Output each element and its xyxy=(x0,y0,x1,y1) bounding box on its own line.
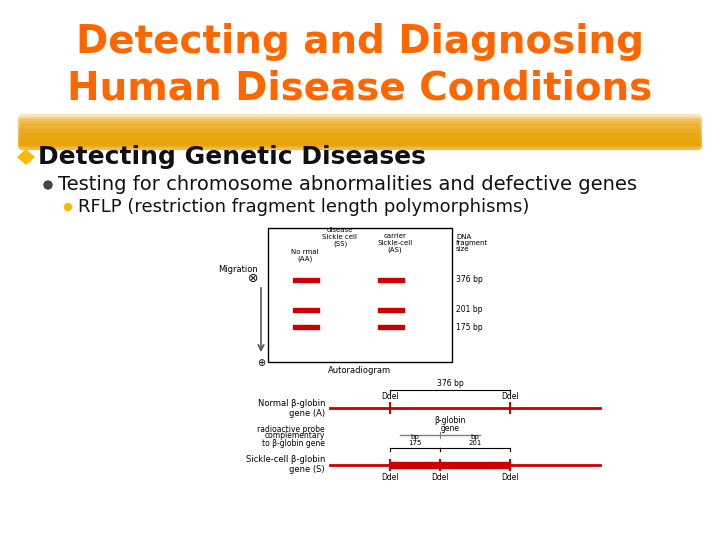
Text: DdeI: DdeI xyxy=(501,473,519,482)
Text: Migration: Migration xyxy=(218,266,258,274)
Text: (AA): (AA) xyxy=(297,255,312,262)
Text: Sickle-cell: Sickle-cell xyxy=(377,240,413,246)
Text: gene (A): gene (A) xyxy=(289,408,325,417)
Bar xyxy=(293,325,319,329)
Text: Testing for chromosome abnormalities and defective genes: Testing for chromosome abnormalities and… xyxy=(58,176,637,194)
Text: ⊕: ⊕ xyxy=(257,358,265,368)
Circle shape xyxy=(65,204,71,211)
Polygon shape xyxy=(18,150,34,164)
Text: bp: bp xyxy=(410,434,419,440)
Text: carrier: carrier xyxy=(384,233,406,239)
Text: DdeI: DdeI xyxy=(381,473,399,482)
Text: size: size xyxy=(456,246,469,252)
Text: gene (S): gene (S) xyxy=(289,465,325,475)
Text: Normal β-globin: Normal β-globin xyxy=(258,400,325,408)
Text: disease: disease xyxy=(327,227,354,233)
Text: 201 bp: 201 bp xyxy=(456,306,482,314)
Text: bp: bp xyxy=(471,434,480,440)
Text: complementary: complementary xyxy=(265,431,325,441)
Bar xyxy=(293,278,319,282)
Bar xyxy=(378,308,404,312)
Text: Sickle cell: Sickle cell xyxy=(323,234,358,240)
Text: RFLP (restriction fragment length polymorphisms): RFLP (restriction fragment length polymo… xyxy=(78,198,529,216)
Text: (AS): (AS) xyxy=(387,246,402,253)
Text: 175 bp: 175 bp xyxy=(456,322,482,332)
Text: (SS): (SS) xyxy=(333,240,347,247)
Text: Human Disease Conditions: Human Disease Conditions xyxy=(68,69,652,107)
Text: gene: gene xyxy=(441,424,459,433)
Text: 376 bp: 376 bp xyxy=(436,379,464,388)
Bar xyxy=(268,228,452,362)
Circle shape xyxy=(44,181,52,189)
Text: 376 bp: 376 bp xyxy=(456,275,482,285)
Text: Sickle-cell β-globin: Sickle-cell β-globin xyxy=(246,456,325,464)
Bar xyxy=(390,462,510,468)
Bar xyxy=(293,308,319,312)
Text: No rmal: No rmal xyxy=(292,249,319,255)
Text: Detecting and Diagnosing: Detecting and Diagnosing xyxy=(76,23,644,61)
Text: fragment: fragment xyxy=(456,240,488,246)
Text: 175: 175 xyxy=(408,440,422,446)
Text: 201: 201 xyxy=(468,440,482,446)
Text: radioactive probe: radioactive probe xyxy=(257,424,325,434)
Bar xyxy=(378,325,404,329)
Text: DdeI: DdeI xyxy=(431,473,449,482)
Text: to β-globin gene: to β-globin gene xyxy=(262,438,325,448)
Text: DdeI: DdeI xyxy=(381,392,399,401)
Text: β-globin: β-globin xyxy=(434,416,466,425)
Text: DdeI: DdeI xyxy=(501,392,519,401)
Text: Autoradiogram: Autoradiogram xyxy=(328,366,392,375)
Text: ⊗: ⊗ xyxy=(248,272,258,285)
Bar xyxy=(378,278,404,282)
Text: DNA: DNA xyxy=(456,234,472,240)
Text: Detecting Genetic Diseases: Detecting Genetic Diseases xyxy=(38,145,426,169)
